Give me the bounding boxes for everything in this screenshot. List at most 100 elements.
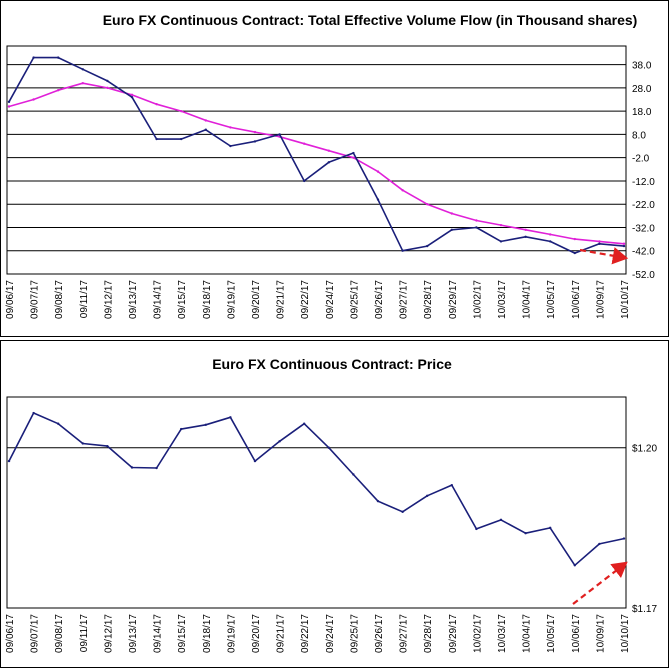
volume-flow-y-axis: 38.0 28.0 18.0 8.0 -2.0 -12.0 -22.0 -32.0 -42.0 -… [632,61,655,281]
volume-flow-point [81,82,85,85]
x-tick-label: 09/25/17 [349,614,360,653]
volume-flow-line [8,56,625,254]
price-plot-area [6,396,627,609]
volume-flow-point [7,105,11,108]
volume-flow-point [106,79,109,83]
price-point [622,537,626,540]
x-tick-label: 10/03/17 [497,614,508,653]
volume-flow-point [180,137,183,141]
x-tick-label: 10/05/17 [546,614,557,653]
x-tick-label: 10/10/17 [620,280,631,319]
volume-flow-point [253,140,257,143]
volume-flow-point [32,56,35,59]
price-point [499,518,503,522]
y-tick-label: -32.0 [632,223,655,234]
x-tick-label: 09/18/17 [202,614,213,653]
price-point [155,466,158,470]
volume-flow-point [549,240,552,243]
y-tick-label: -42.0 [632,247,655,258]
price-point [57,422,60,425]
x-tick-label: 09/21/17 [276,614,287,653]
volume-flow-point [81,68,85,71]
x-tick-label: 09/14/17 [153,280,164,319]
price-title: Euro FX Continuous Contract: Price [212,356,452,372]
volume-flow-point [376,170,380,173]
x-tick-label: 09/21/17 [276,280,287,319]
y-tick-label: -22.0 [632,200,655,211]
volume-flow-x-axis: 09/06/17 09/07/17 09/08/17 09/11/17 09/12/17… [5,280,631,319]
volume-flow-point [130,95,134,99]
x-tick-label: 09/19/17 [226,614,237,653]
x-tick-label: 09/15/17 [177,280,188,319]
volume-flow-point [32,98,35,101]
x-tick-label: 09/27/17 [399,280,410,319]
price-point [106,444,109,448]
price-point [81,442,85,445]
volume-flow-point [327,161,330,164]
volume-flow-point [426,203,429,206]
x-tick-label: 10/04/17 [522,614,533,653]
x-tick-label: 09/12/17 [103,280,114,319]
x-tick-label: 09/18/17 [202,280,213,319]
volume-flow-point [57,89,60,92]
volume-flow-point [204,128,207,131]
x-tick-label: 09/12/17 [103,614,114,653]
x-tick-label: 09/06/17 [5,280,16,319]
price-point [475,527,478,531]
price-point [549,526,552,530]
x-tick-label: 09/11/17 [79,280,90,319]
x-tick-label: 09/24/17 [325,614,336,653]
volume-flow-point [130,93,134,97]
x-tick-label: 09/07/17 [30,280,41,319]
volume-flow-point [598,242,601,245]
x-tick-label: 10/06/17 [571,614,582,653]
x-tick-label: 09/15/17 [177,614,188,653]
y-tick-label: 38.0 [632,61,652,72]
x-tick-label: 10/10/17 [620,614,631,653]
x-tick-label: 09/29/17 [448,614,459,653]
volume-flow-point [401,189,404,192]
price-point [450,483,453,487]
volume-flow-point [352,151,355,155]
y-tick-label: 8.0 [632,130,646,141]
volume-flow-point [376,198,380,201]
volume-flow-point [352,156,355,159]
x-tick-label: 09/28/17 [423,614,434,653]
x-tick-label: 10/09/17 [595,280,606,319]
volume-flow-point [450,228,453,231]
volume-flow-point [229,126,232,129]
x-tick-label: 09/25/17 [349,280,360,319]
price-point [303,422,306,425]
price-point [524,532,527,535]
price-x-axis: 09/06/17 09/07/17 09/08/17 09/11/17 09/12/17… [5,614,631,653]
x-tick-label: 09/29/17 [448,280,459,319]
x-tick-label: 10/02/17 [472,614,483,653]
y-tick-label: -12.0 [632,177,655,188]
x-tick-label: 10/02/17 [472,280,483,319]
volume-flow-series [7,56,626,255]
y-tick-label: $1.20 [632,444,657,455]
price-point [253,459,257,463]
x-tick-label: 09/22/17 [300,614,311,653]
x-tick-label: 10/04/17 [522,280,533,319]
volume-flow-point [475,226,478,229]
volume-flow-point [622,242,626,245]
price-point [229,416,232,419]
y-tick-label: -2.0 [632,154,650,165]
volume-flow-point [499,240,503,243]
x-tick-label: 09/27/17 [399,614,410,653]
volume-flow-point [475,219,478,222]
volume-flow-point [426,244,429,248]
price-point [573,564,576,567]
volume-flow-point [573,251,576,255]
x-tick-label: 09/22/17 [300,280,311,319]
volume-flow-point [450,212,453,215]
x-tick-label: 09/26/17 [374,614,385,653]
price-point [180,427,183,431]
volume-flow-point [229,144,232,148]
x-tick-label: 09/26/17 [374,280,385,319]
x-tick-label: 09/24/17 [325,280,336,319]
volume-flow-trend-arrow [579,247,629,265]
volume-flow-point [524,228,527,231]
y-tick-label: $1.17 [632,604,657,615]
